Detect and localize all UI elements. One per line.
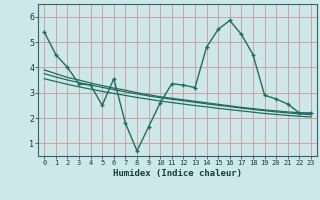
X-axis label: Humidex (Indice chaleur): Humidex (Indice chaleur) bbox=[113, 169, 242, 178]
